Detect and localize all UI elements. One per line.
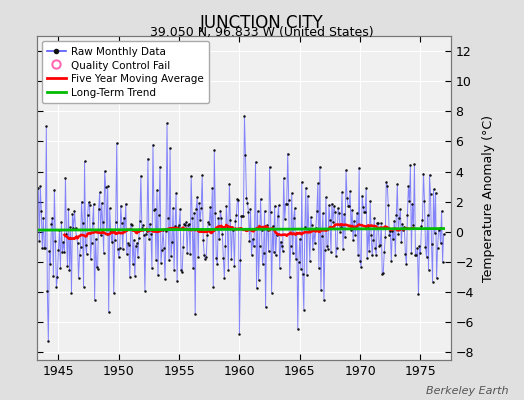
- Y-axis label: Temperature Anomaly (°C): Temperature Anomaly (°C): [482, 114, 495, 282]
- Legend: Raw Monthly Data, Quality Control Fail, Five Year Moving Average, Long-Term Tren: Raw Monthly Data, Quality Control Fail, …: [42, 41, 209, 104]
- Text: Berkeley Earth: Berkeley Earth: [426, 386, 508, 396]
- Text: 39.050 N, 96.833 W (United States): 39.050 N, 96.833 W (United States): [150, 26, 374, 39]
- Text: JUNCTION CITY: JUNCTION CITY: [200, 14, 324, 32]
